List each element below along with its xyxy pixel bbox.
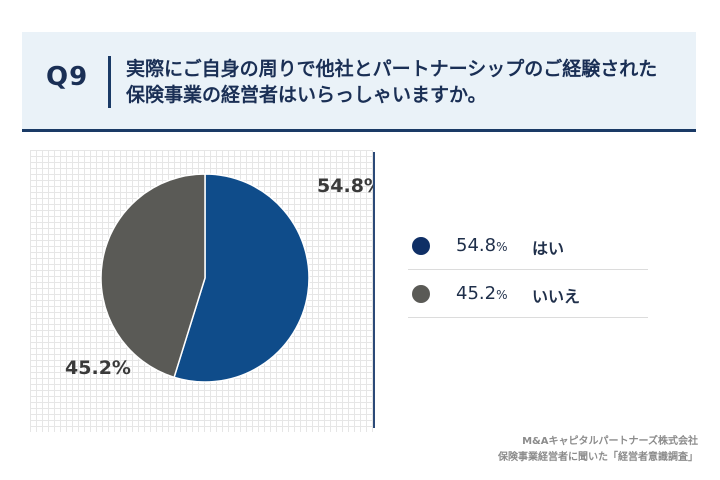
source-company: M&Aキャピタルパートナーズ株式会社 xyxy=(522,436,698,447)
legend-pct-no: 45.2% xyxy=(456,283,507,304)
question-title-line2: 保険事業の経営者はいらっしゃいますか。 xyxy=(126,84,487,106)
legend-dot-yes xyxy=(412,237,430,255)
pie-slice-no xyxy=(100,173,206,379)
question-header: Q9 実際にご自身の周りで他社とパートナーシップのご経験された 保険事業の経営者… xyxy=(22,32,696,132)
legend-pct-no-unit: % xyxy=(496,288,508,302)
source-survey: 保険事業経営者に聞いた「経営者意識調査」 xyxy=(498,452,698,463)
legend-pct-yes-value: 54.8 xyxy=(456,235,497,256)
source-credit: M&Aキャピタルパートナーズ株式会社 保険事業経営者に聞いた「経営者意識調査」 xyxy=(498,434,698,466)
chart-panel: 54.8% 45.2% xyxy=(30,150,373,432)
legend-dot-no xyxy=(412,285,430,303)
legend-item-yes: 54.8% はい xyxy=(408,222,648,270)
question-number: Q9 xyxy=(46,62,89,92)
data-label-no: 45.2% xyxy=(65,357,131,379)
legend-label-no: いいえ xyxy=(532,287,581,306)
pie-chart: 54.8% 45.2% xyxy=(65,173,373,383)
header-divider xyxy=(108,56,111,108)
chart-legend-divider xyxy=(373,152,375,428)
legend-label-yes: はい xyxy=(532,239,565,258)
legend-item-no: 45.2% いいえ xyxy=(408,270,648,318)
legend-pct-no-value: 45.2 xyxy=(456,283,497,304)
legend-pct-yes-unit: % xyxy=(496,240,508,254)
question-title-line1: 実際にご自身の周りで他社とパートナーシップのご経験された xyxy=(126,58,658,80)
legend: 54.8% はい 45.2% いいえ xyxy=(408,222,648,318)
pie-slice-yes xyxy=(173,173,310,383)
data-label-yes: 54.8% xyxy=(317,175,373,197)
question-title: 実際にご自身の周りで他社とパートナーシップのご経験された 保険事業の経営者はいら… xyxy=(126,56,686,108)
legend-pct-yes: 54.8% xyxy=(456,235,507,256)
